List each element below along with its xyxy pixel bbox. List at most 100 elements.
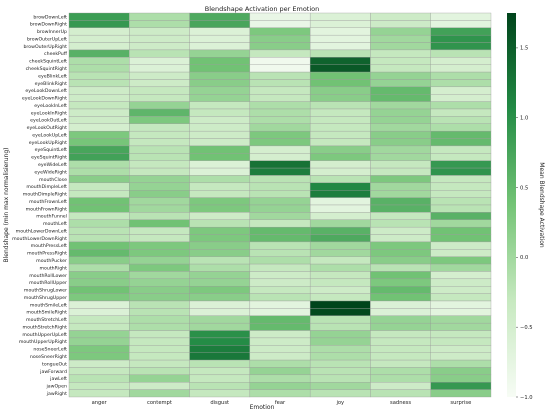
heatmap-cell (249, 167, 311, 176)
heatmap-cell (370, 49, 431, 58)
heatmap-cell (249, 116, 311, 124)
heatmap-cell (249, 160, 311, 169)
heatmap-cell (129, 101, 190, 110)
heatmap-cell (430, 20, 492, 28)
heatmap-cell (129, 167, 190, 176)
heatmap-cell (370, 278, 431, 287)
row-tick-label: mouthFrownRight (26, 206, 68, 212)
heatmap-cell (129, 389, 190, 398)
heatmap-cell (370, 315, 431, 324)
heatmap-cell (68, 308, 130, 316)
heatmap-cell (430, 153, 492, 161)
heatmap-cell (370, 153, 431, 161)
heatmap-cell (430, 130, 492, 139)
heatmap-cell (430, 315, 492, 324)
heatmap-cell (129, 271, 190, 280)
heatmap-cell (189, 20, 251, 28)
heatmap-cell (370, 234, 431, 243)
heatmap-cell (189, 271, 251, 280)
heatmap-cell (68, 94, 130, 102)
heatmap-cell (129, 286, 190, 294)
heatmap-cell (129, 234, 190, 243)
heatmap-cell (249, 130, 311, 139)
y-axis-label: Blendshape (min max normalisierung) (3, 147, 10, 262)
column-labels: anger contempt disgust fear joy sadness surpri… (92, 400, 472, 406)
heatmap-cell (129, 359, 190, 368)
heatmap-cell (189, 374, 251, 383)
heatmap-cell (249, 12, 311, 21)
heatmap-cell (129, 42, 190, 51)
heatmap-cell (189, 138, 251, 147)
heatmap-cell (68, 145, 130, 154)
heatmap-cell (370, 94, 431, 102)
heatmap-cell (309, 293, 371, 302)
heatmap-cell (309, 145, 371, 154)
heatmap-cell (249, 197, 311, 206)
heatmap-cell (68, 241, 130, 250)
heatmap-cell (129, 278, 190, 287)
colorbar-tick-label: −0.5 (520, 325, 533, 331)
row-tick-label: browDownRight (30, 22, 67, 28)
heatmap-cell (189, 330, 251, 339)
colorbar-label: Mean Blendshape Activation (538, 162, 545, 248)
heatmap-cell (430, 367, 492, 376)
heatmap-cell (430, 123, 492, 132)
column-tick-label: disgust (210, 400, 229, 406)
heatmap-cell (309, 256, 371, 265)
heatmap-cell (309, 337, 371, 346)
heatmap-cell (68, 130, 130, 139)
heatmap-cell (189, 382, 251, 390)
heatmap-cell (129, 382, 190, 390)
row-tick-label: mouthRight (39, 265, 67, 271)
heatmap-cell (68, 226, 130, 235)
heatmap-cell (189, 64, 251, 73)
heatmap-cell (430, 300, 492, 309)
row-tick-label: mouthPucker (36, 258, 67, 264)
heatmap-cell (189, 182, 251, 191)
heatmap-cell (309, 241, 371, 250)
heatmap-cell (249, 64, 311, 73)
heatmap-cell (189, 145, 251, 154)
heatmap-cell (370, 175, 431, 184)
colorbar (507, 13, 516, 397)
heatmap-cell (189, 130, 251, 139)
heatmap-cell (249, 345, 311, 353)
row-tick-label: jawRight (46, 391, 68, 397)
heatmap-cell (129, 190, 190, 198)
heatmap-cell (370, 160, 431, 169)
heatmap-cell (129, 145, 190, 154)
heatmap-cell (309, 20, 371, 28)
heatmap-cell (68, 12, 130, 21)
heatmap-cell (189, 359, 251, 368)
row-tick-label: mouthUpperUpLeft (22, 332, 67, 338)
heatmap-cell (129, 108, 190, 117)
heatmap-cell (68, 20, 130, 28)
row-tick-label: eyeLookUpLeft (32, 132, 67, 138)
heatmap-cell (370, 190, 431, 198)
heatmap-cell (430, 389, 492, 398)
heatmap-cell (189, 167, 251, 176)
heatmap-cell (430, 190, 492, 198)
heatmap-cell (309, 138, 371, 147)
heatmap-cell (430, 308, 492, 316)
row-tick-label: jawForward (39, 369, 67, 375)
heatmap-cell (249, 49, 311, 58)
heatmap-cell (309, 249, 371, 257)
heatmap-cell (68, 278, 130, 287)
heatmap-cell (370, 263, 431, 272)
heatmap-cell (370, 108, 431, 117)
row-tick-label: eyeSquintLeft (35, 147, 68, 153)
heatmap-cell (309, 382, 371, 390)
heatmap-cell (309, 315, 371, 324)
heatmap-cell (309, 34, 371, 43)
heatmap-cell (249, 249, 311, 257)
heatmap-cell (430, 94, 492, 102)
heatmap-cell (189, 212, 251, 220)
row-tick-label: mouthPressRight (27, 251, 67, 257)
heatmap-cell (309, 197, 371, 206)
heatmap-cell (309, 330, 371, 339)
heatmap-cell (129, 86, 190, 95)
heatmap-cell (249, 352, 311, 361)
column-tick-label: fear (275, 400, 286, 406)
heatmap-cell (249, 367, 311, 376)
